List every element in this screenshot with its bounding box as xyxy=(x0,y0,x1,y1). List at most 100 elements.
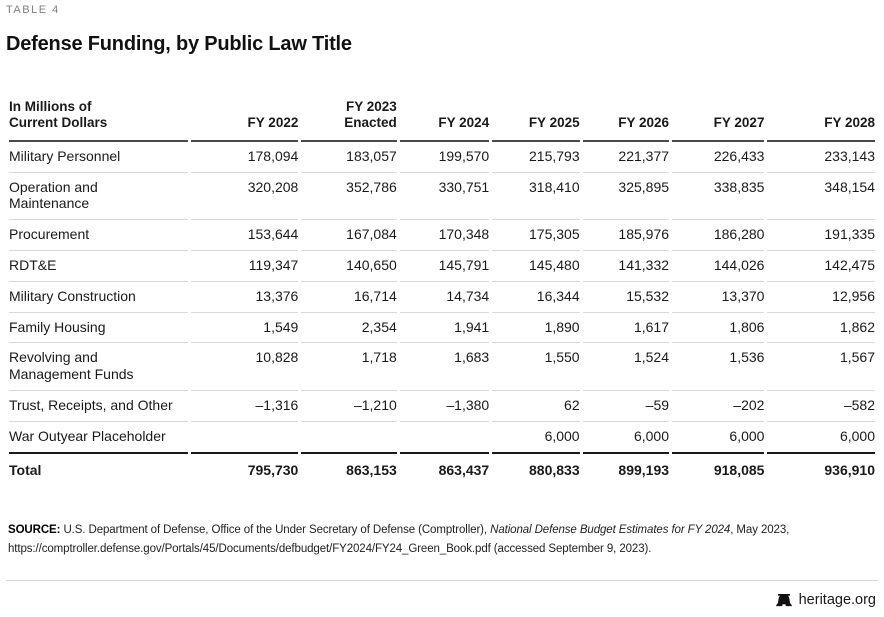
column-header-row-label: In Millions of Current Dollars xyxy=(9,89,188,142)
cell-fy2026: 15,532 xyxy=(582,282,670,313)
cell-fy2027: 6,000 xyxy=(729,427,765,444)
cell-fy2026: 325,895 xyxy=(582,173,670,221)
table-row-revolving-management-funds: Revolving and Management Funds 10,828 1,… xyxy=(9,343,875,392)
cell-fy2028: 191,335 xyxy=(767,220,875,252)
footer-site-link: heritage.org xyxy=(798,592,876,608)
cell-fy2027: 1,536 xyxy=(672,343,765,392)
table-row-total: Total 795,730 863,153 863,437 880,833 89… xyxy=(9,451,875,488)
source-label: SOURCE: xyxy=(8,524,61,537)
row-label: RDT&E xyxy=(9,251,188,282)
defense-funding-table: In Millions of Current Dollars FY 2022 F… xyxy=(6,89,878,487)
source-note: SOURCE: U.S. Department of Defense, Offi… xyxy=(8,521,874,558)
cell-fy2023: 16,714 xyxy=(301,282,397,313)
cell-fy2024: 330,751 xyxy=(399,173,490,221)
header-row: In Millions of Current Dollars FY 2022 F… xyxy=(9,89,875,142)
cell-fy2024: 170,348 xyxy=(399,220,490,252)
column-header-fy2028: FY 2028 xyxy=(767,89,875,142)
cell-fy2026: 185,976 xyxy=(582,220,670,252)
cell-fy2027: 1,806 xyxy=(672,313,765,344)
cell-fy2024: 1,683 xyxy=(399,343,490,392)
cell-fy2025: 16,344 xyxy=(492,282,580,313)
cell-fy2026: 1,617 xyxy=(582,313,670,344)
cell-fy2026: 1,524 xyxy=(582,343,670,392)
source-text: U.S. Department of Defense, Office of th… xyxy=(60,524,491,537)
cell-fy2028: 142,475 xyxy=(767,251,875,282)
table-row-trust-receipts-other: Trust, Receipts, and Other –1,316 –1,210… xyxy=(9,391,875,422)
cell-fy2023: 140,650 xyxy=(301,251,397,282)
cell-fy2022: 1,549 xyxy=(190,313,299,344)
cell-fy2022: 320,208 xyxy=(190,173,299,221)
cell-fy2024 xyxy=(400,422,489,452)
table-row-military-construction: Military Construction 13,376 16,714 14,7… xyxy=(9,282,875,313)
cell-fy2022: 13,376 xyxy=(190,282,299,313)
cell-fy2025: 215,793 xyxy=(492,142,580,173)
row-label: Trust, Receipts, and Other xyxy=(9,391,188,422)
row-label: Revolving and Management Funds xyxy=(9,343,188,392)
row-label: Military Personnel xyxy=(9,142,188,173)
table-row-family-housing: Family Housing 1,549 2,354 1,941 1,890 1… xyxy=(9,313,875,344)
cell-fy2023: 2,354 xyxy=(301,313,397,344)
table-row-rdte: RDT&E 119,347 140,650 145,791 145,480 14… xyxy=(9,251,875,282)
cell-fy2025: 1,550 xyxy=(492,343,580,392)
cell-fy2022 xyxy=(191,422,299,452)
cell-fy2027: 338,835 xyxy=(672,173,765,221)
cell-fy2025: 6,000 xyxy=(544,427,580,444)
cell-fy2023: –1,210 xyxy=(301,391,397,422)
column-header-fy2022: FY 2022 xyxy=(190,89,299,142)
cell-fy2027: 13,370 xyxy=(672,282,765,313)
source-publication-title: National Defense Budget Estimates for FY… xyxy=(490,524,731,537)
column-header-fy2023-enacted: FY 2023 Enacted xyxy=(301,89,397,142)
page-footer: heritage.org xyxy=(6,580,878,617)
cell-fy2028: 6,000 xyxy=(839,427,875,444)
cell-fy2026: –59 xyxy=(582,391,670,422)
table-row-procurement: Procurement 153,644 167,084 170,348 175,… xyxy=(9,220,875,252)
cell-fy2027: –202 xyxy=(672,391,765,422)
cell-fy2023: 352,786 xyxy=(301,173,397,221)
cell-fy2027: 226,433 xyxy=(672,142,765,173)
cell-fy2022: 10,828 xyxy=(190,343,299,392)
column-header-fy2026: FY 2026 xyxy=(582,89,670,142)
cell-fy2022: 178,094 xyxy=(190,142,299,173)
cell-fy2025: 175,305 xyxy=(492,220,580,252)
cell-fy2027: 186,280 xyxy=(672,220,765,252)
cell-fy2023: 1,718 xyxy=(301,343,397,392)
table-row-operation-maintenance: Operation and Maintenance 320,208 352,78… xyxy=(9,173,875,221)
cell-fy2026: 141,332 xyxy=(582,251,670,282)
cell-fy2023: 167,084 xyxy=(301,220,397,252)
cell-fy2022: 119,347 xyxy=(190,251,299,282)
cell-fy2028: –582 xyxy=(767,391,875,422)
total-fy2023: 863,153 xyxy=(301,451,397,488)
column-header-fy2025: FY 2025 xyxy=(492,89,580,142)
table-row-military-personnel: Military Personnel 178,094 183,057 199,5… xyxy=(9,142,875,173)
cell-fy2023: 183,057 xyxy=(301,142,397,173)
cell-fy2024: 199,570 xyxy=(399,142,490,173)
row-label: Procurement xyxy=(9,220,188,252)
table-kicker: TABLE 4 xyxy=(6,4,60,16)
cell-fy2024: 145,791 xyxy=(399,251,490,282)
source-text-continued: , May 2023, https://comptroller.defense.… xyxy=(8,524,790,555)
cell-fy2025: 318,410 xyxy=(492,173,580,221)
cell-fy2028: 1,862 xyxy=(767,313,875,344)
column-header-fy2027: FY 2027 xyxy=(672,89,765,142)
cell-fy2024: 14,734 xyxy=(399,282,490,313)
row-label: Family Housing xyxy=(9,313,188,344)
cell-fy2028: 12,956 xyxy=(767,282,875,313)
cell-fy2025: 1,890 xyxy=(492,313,580,344)
row-label: War Outyear Placeholder xyxy=(9,427,166,444)
total-fy2022: 795,730 xyxy=(190,451,299,488)
cell-fy2028: 348,154 xyxy=(767,173,875,221)
cell-fy2025: 145,480 xyxy=(492,251,580,282)
cell-fy2026: 221,377 xyxy=(582,142,670,173)
liberty-bell-icon xyxy=(775,593,792,608)
cell-fy2022: 153,644 xyxy=(190,220,299,252)
cell-fy2025: 62 xyxy=(492,391,580,422)
total-fy2027: 918,085 xyxy=(672,451,765,488)
row-label: Operation and Maintenance xyxy=(9,173,188,221)
total-fy2025: 880,833 xyxy=(492,451,580,488)
cell-fy2026: 6,000 xyxy=(633,427,670,444)
total-fy2026: 899,193 xyxy=(582,451,670,488)
total-fy2024: 863,437 xyxy=(399,451,490,488)
cell-fy2024: –1,380 xyxy=(399,391,490,422)
total-fy2028: 936,910 xyxy=(767,451,875,488)
